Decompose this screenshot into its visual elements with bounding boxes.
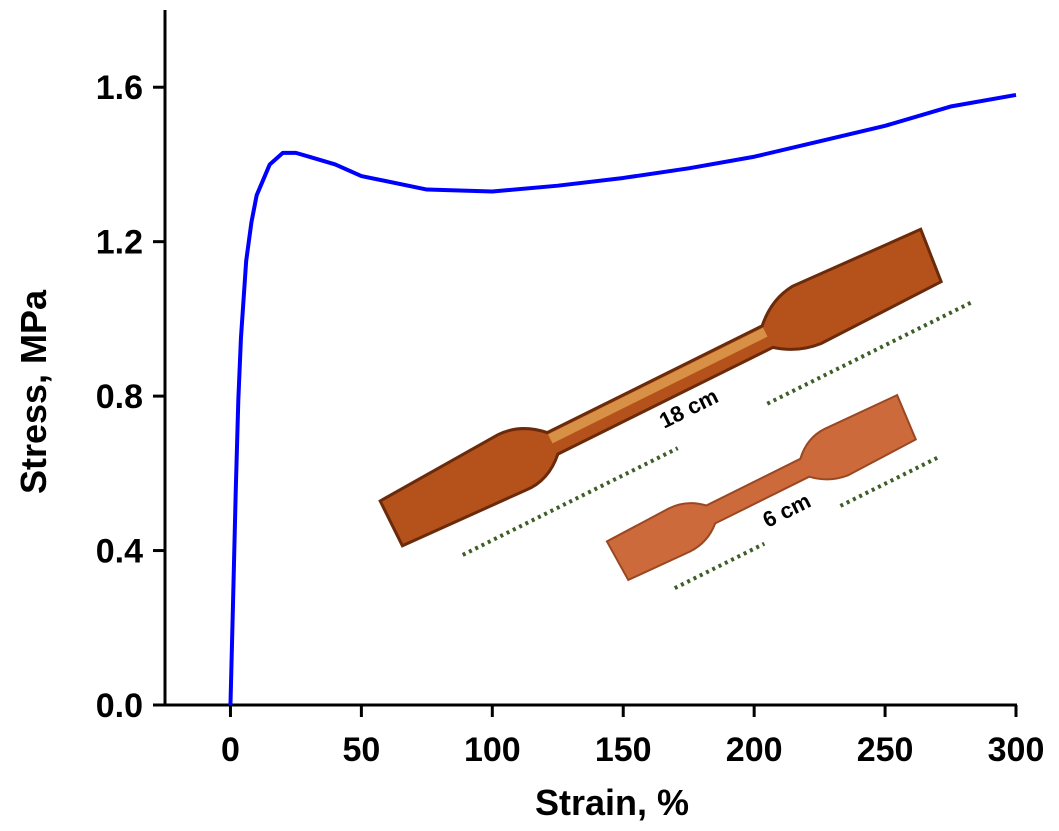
x-tick-label: 0 [221,731,240,769]
y-tick-label: 0.0 [96,687,143,725]
y-axis-title: Stress, MPa [13,289,54,494]
y-tick-label: 0.4 [96,533,143,571]
x-tick-label: 250 [857,731,914,769]
line [228,92,1017,706]
x-axis-title: Strain, % [535,782,689,823]
y-tick-label: 0.8 [96,378,143,416]
x-tick-label: 50 [342,731,380,769]
specimen-photo [378,227,975,590]
x-tick-label: 200 [726,731,783,769]
x-tick-label: 300 [988,731,1045,769]
y-tick-label: 1.2 [96,224,143,262]
x-tick-label: 100 [464,731,521,769]
x-tick-label: 150 [595,731,652,769]
y-tick-label: 1.6 [96,69,143,107]
